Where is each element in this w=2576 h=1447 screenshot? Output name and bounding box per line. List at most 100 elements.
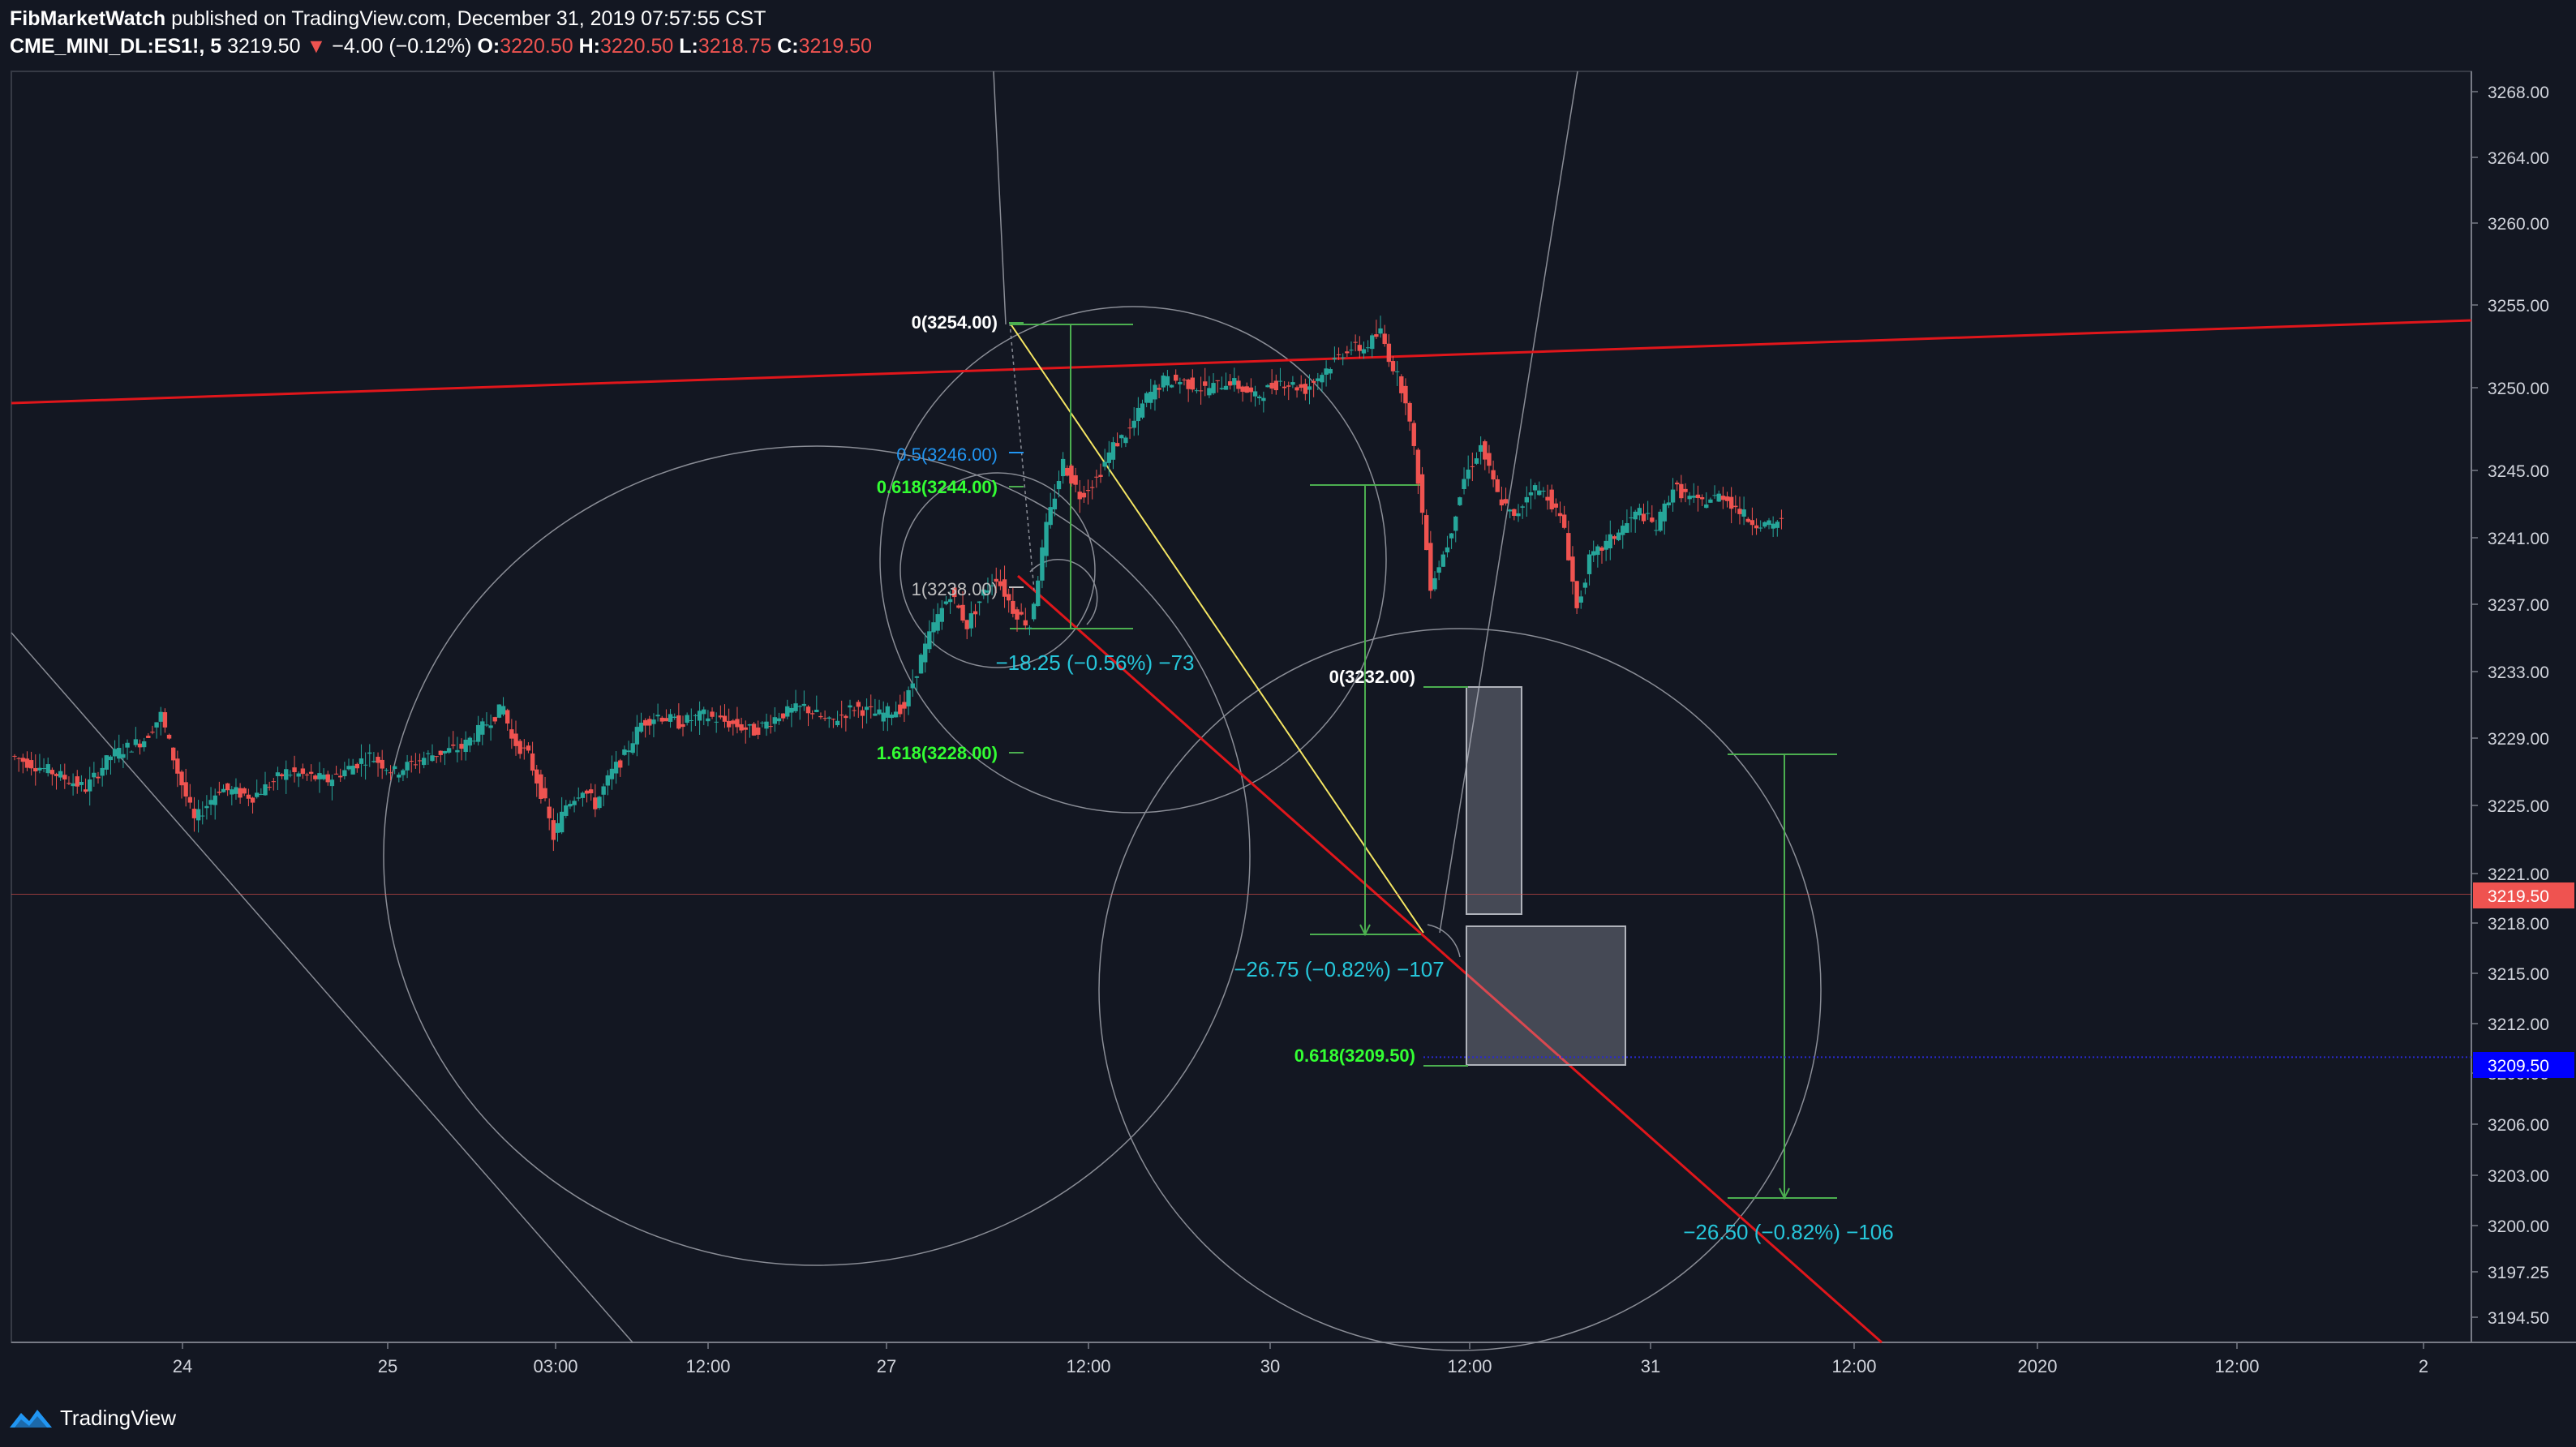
candle-body bbox=[1085, 490, 1091, 492]
candle-body bbox=[1378, 328, 1383, 334]
fib-level-label[interactable]: 0.5(3246.00) bbox=[896, 444, 998, 465]
candle-body bbox=[1336, 354, 1342, 355]
candle-body bbox=[869, 706, 874, 707]
price-badge bbox=[2473, 882, 2574, 908]
candle-body bbox=[597, 796, 602, 809]
candle-body bbox=[154, 722, 159, 728]
candle-body bbox=[204, 805, 209, 809]
time-tick-label: 2 bbox=[2419, 1356, 2428, 1376]
candle-body bbox=[1453, 516, 1458, 531]
candle-body bbox=[1094, 476, 1099, 478]
candle-body bbox=[1269, 382, 1274, 389]
candle-body bbox=[776, 718, 782, 722]
candle-body bbox=[985, 590, 990, 593]
trendline-resistance[interactable] bbox=[11, 319, 2472, 405]
candle-body bbox=[1324, 368, 1329, 375]
candle-body bbox=[1520, 506, 1525, 508]
candle-body bbox=[589, 789, 594, 794]
candle-body bbox=[822, 718, 827, 719]
candle-body bbox=[826, 717, 831, 719]
tradingview-brand[interactable]: TradingView bbox=[60, 1405, 177, 1430]
candle-body bbox=[401, 770, 406, 775]
candle-body bbox=[580, 792, 586, 798]
fib-level-label[interactable]: 0(3232.00) bbox=[1329, 667, 1415, 687]
candle-body bbox=[49, 770, 55, 775]
fib-level-label[interactable]: 0.618(3244.00) bbox=[877, 477, 998, 497]
candle-body bbox=[893, 711, 899, 718]
author-name[interactable]: FibMarketWatch bbox=[10, 7, 166, 30]
candle-body bbox=[1532, 485, 1538, 491]
tradingview-logo-icon[interactable] bbox=[8, 1403, 54, 1432]
fib-level-label[interactable]: 1(3238.00) bbox=[912, 579, 998, 599]
candle-body bbox=[731, 720, 736, 724]
candle-body bbox=[1708, 499, 1713, 503]
candle-body bbox=[279, 774, 285, 777]
price-tick-label: 3221.00 bbox=[2488, 865, 2549, 884]
candle-body bbox=[384, 770, 389, 771]
fib-retracement-guide bbox=[1009, 322, 1035, 591]
symbol-name[interactable]: CME_MINI_DL:ES1!, 5 bbox=[10, 35, 222, 58]
candle-body bbox=[1023, 620, 1028, 626]
candle-body bbox=[321, 775, 326, 779]
candle-body bbox=[1419, 474, 1425, 513]
candle-body bbox=[1411, 423, 1416, 446]
candle-body bbox=[805, 706, 811, 714]
candle-body bbox=[1612, 536, 1617, 539]
fib-level-label[interactable]: 1.618(3228.00) bbox=[877, 743, 998, 763]
candle-body bbox=[1586, 554, 1592, 574]
fib-level-label[interactable]: 0(3254.00) bbox=[912, 312, 998, 333]
candle-body bbox=[877, 709, 882, 715]
candle-body bbox=[1637, 508, 1642, 516]
candle-body bbox=[994, 578, 998, 582]
candle-body bbox=[480, 721, 485, 735]
candle-body bbox=[1670, 489, 1676, 503]
chart-drawings[interactable] bbox=[11, 71, 2472, 1351]
candle-body bbox=[1036, 580, 1041, 607]
candle-body bbox=[1516, 513, 1521, 517]
fib-level-label[interactable]: 0.618(3209.50) bbox=[1294, 1046, 1415, 1066]
measurement-label[interactable]: −18.25 (−0.56%) −73 bbox=[995, 651, 1194, 675]
trendline-support[interactable] bbox=[1017, 574, 1883, 1344]
price-change: −4.00 (−0.12%) bbox=[332, 35, 472, 58]
measure-3-arrowhead bbox=[1779, 1187, 1790, 1200]
candle-body bbox=[1432, 578, 1437, 590]
candle-body bbox=[977, 601, 982, 603]
candle-body bbox=[1190, 377, 1195, 390]
highlight-box-1[interactable] bbox=[1466, 686, 1522, 915]
price-tick-label: 3212.00 bbox=[2488, 1015, 2549, 1034]
publish-line: FibMarketWatch published on TradingView.… bbox=[10, 5, 2524, 32]
price-tick-label: 3250.00 bbox=[2488, 380, 2549, 398]
candle-body bbox=[952, 587, 957, 598]
candle-body bbox=[785, 706, 790, 717]
candle-body bbox=[789, 707, 794, 713]
candle-body bbox=[187, 796, 192, 803]
candle-body bbox=[630, 743, 635, 754]
price-tick-label: 3245.00 bbox=[2488, 462, 2549, 481]
candle-body bbox=[910, 683, 915, 689]
candle-body bbox=[1767, 520, 1771, 526]
candle-body bbox=[380, 759, 384, 769]
candle-body bbox=[1002, 579, 1007, 597]
chart-overlay[interactable]: 0(3254.00) 0.5(3246.00) 0.618(3244.00) 1(32… bbox=[877, 312, 1894, 1244]
time-axis[interactable]: 24 25 03:00 12:00 27 12:00 30 12:00 31 12:00 2020 1… bbox=[173, 1342, 2428, 1376]
trendline-yellow[interactable] bbox=[1009, 322, 1424, 934]
candle-body bbox=[79, 781, 84, 785]
candle-body bbox=[475, 724, 481, 742]
price-tick-label: 3260.00 bbox=[2488, 215, 2549, 234]
candle-body bbox=[1273, 380, 1278, 391]
measurement-label[interactable]: −26.50 (−0.82%) −106 bbox=[1683, 1220, 1893, 1244]
candle-body bbox=[1691, 496, 1696, 498]
measurement-label[interactable]: −26.75 (−0.82%) −107 bbox=[1234, 957, 1444, 981]
candle-body bbox=[1065, 467, 1070, 476]
price-axis[interactable]: 3268.00 3264.00 3260.00 3255.00 3250.00 3245.… bbox=[2471, 84, 2574, 1328]
highlight-box-2[interactable] bbox=[1466, 925, 1626, 1066]
candle-body bbox=[1666, 502, 1672, 506]
candle-body bbox=[1257, 396, 1262, 399]
candle-body bbox=[133, 739, 139, 745]
candle-body bbox=[1161, 376, 1166, 388]
change-down-icon: ▼ bbox=[306, 35, 327, 58]
candle-body bbox=[1758, 527, 1763, 529]
candle-body bbox=[676, 715, 681, 729]
candle-body bbox=[814, 710, 819, 712]
